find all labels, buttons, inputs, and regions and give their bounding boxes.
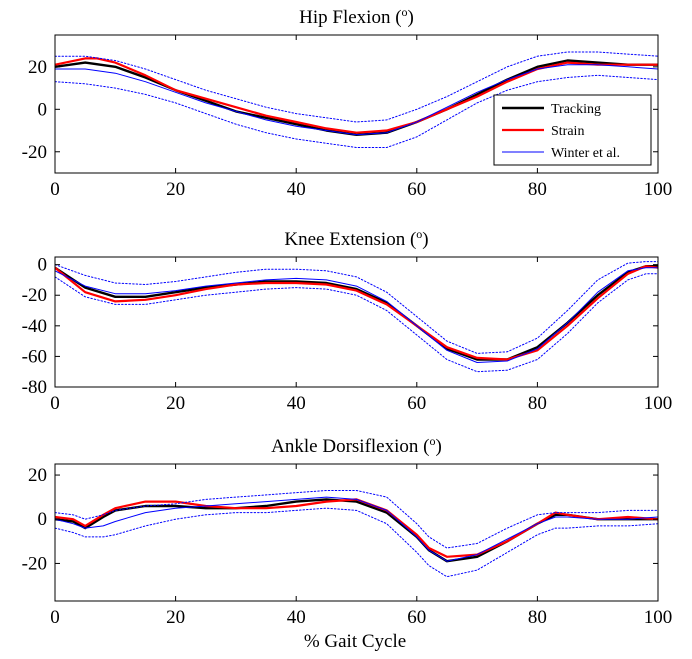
chart-title: Knee Extension (o): [284, 227, 428, 250]
x-axis-label: % Gait Cycle: [304, 631, 406, 652]
x-tick-label: 40: [287, 607, 306, 628]
series-line-winter-et-al-upper: [55, 490, 658, 549]
series-line-winter-et-al: [55, 64, 658, 136]
y-tick-label: -20: [22, 285, 47, 306]
y-tick-label: -20: [22, 142, 47, 163]
series-line-winter-et-al: [55, 496, 658, 562]
y-tick-label: 0: [38, 255, 48, 276]
x-tick-label: 100: [644, 607, 673, 628]
x-tick-label: 100: [644, 393, 673, 414]
chart-panel-1: Hip Flexion (o)0 20 40 60 80 100-20020Trackin…: [22, 5, 673, 200]
series-line-winter-et-al-upper: [55, 51, 658, 123]
x-tick-label: 0: [50, 393, 60, 414]
plot-frame: [54, 256, 659, 388]
x-tick-label: 60: [407, 179, 426, 200]
y-tick-label: -80: [22, 377, 47, 398]
plot-frame: [54, 34, 659, 174]
x-tick-label: 60: [407, 607, 426, 628]
chart-legend: Tracking Strain Winter et al.: [493, 94, 652, 166]
x-tick-label: 60: [407, 393, 426, 414]
legend-label-winter-et-al: Winter et al.: [551, 146, 620, 161]
x-tick-label: 100: [644, 179, 673, 200]
x-tick-label: 40: [287, 179, 306, 200]
series-line-winter-et-al-lower: [55, 273, 658, 373]
series-line-strain: [55, 265, 658, 361]
x-tick-label: 40: [287, 393, 306, 414]
x-tick-label: 20: [166, 393, 185, 414]
chart-title: Ankle Dorsiflexion (o): [271, 434, 442, 457]
x-tick-label: 0: [50, 179, 60, 200]
series-line-winter-et-al-lower: [55, 507, 658, 578]
series-line-winter-et-al-upper: [55, 261, 658, 354]
y-tick-label: 20: [28, 465, 47, 486]
chart-panel-3: Ankle Dorsiflexion (o) 0 20 40 60 80 100 -20 0 20: [22, 434, 673, 628]
plot-frame: [54, 463, 659, 602]
y-tick-label: 0: [38, 99, 48, 120]
x-tick-label: 80: [528, 393, 547, 414]
y-tick-label: 0: [38, 509, 48, 530]
chart-title: Hip Flexion (o): [299, 5, 414, 28]
x-tick-label: 20: [166, 607, 185, 628]
chart-panel-2: Knee Extension (o) 0 20 40 60 80 100 -80 -60 -40 -…: [22, 227, 673, 414]
x-tick-label: 0: [50, 607, 60, 628]
x-tick-label: 80: [528, 179, 547, 200]
series-line-tracking: [55, 265, 658, 361]
x-tick-label: 20: [166, 179, 185, 200]
y-tick-label: -40: [22, 316, 47, 337]
y-tick-label: -60: [22, 346, 47, 367]
legend-label-tracking: Tracking: [551, 102, 601, 117]
series-line-winter-et-al-lower: [55, 74, 658, 148]
x-tick-label: 80: [528, 607, 547, 628]
series-line-winter-et-al: [55, 267, 658, 363]
legend-label-strain: Strain: [551, 124, 584, 139]
series-line-strain: [55, 57, 658, 134]
y-tick-label: -20: [22, 553, 47, 574]
y-tick-label: 20: [28, 57, 47, 78]
series-line-tracking: [55, 498, 658, 563]
